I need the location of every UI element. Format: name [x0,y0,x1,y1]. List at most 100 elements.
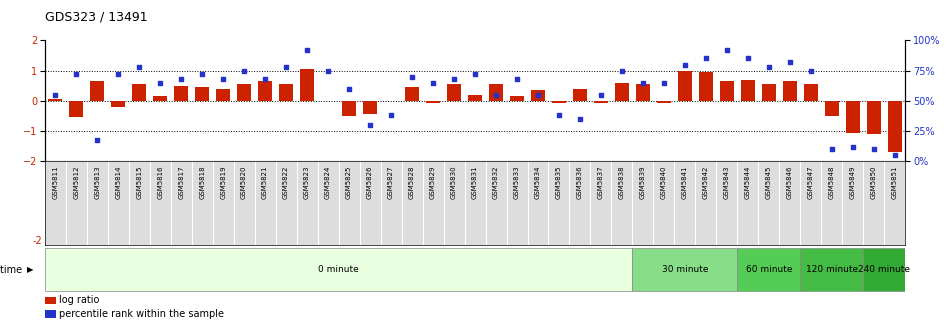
Point [279,64,294,70]
FancyBboxPatch shape [737,248,801,291]
Bar [132,84,146,101]
Point [614,68,630,73]
Bar [363,101,377,114]
Point [320,68,336,73]
Bar [804,84,818,101]
Text: GSM5826: GSM5826 [367,166,373,199]
Text: GSM5812: GSM5812 [73,166,79,199]
Bar [510,96,524,101]
Text: GSM5832: GSM5832 [493,166,499,199]
Text: time: time [0,265,26,275]
Bar [762,84,776,101]
Text: GSM5824: GSM5824 [325,166,331,199]
Text: GSM5814: GSM5814 [115,166,121,199]
Text: GSM5847: GSM5847 [808,166,814,199]
Text: GSM5850: GSM5850 [871,166,877,199]
Point [510,76,525,82]
Text: GSM5828: GSM5828 [409,166,415,199]
Point [48,92,63,97]
Text: GSM5841: GSM5841 [682,166,688,199]
Text: GSM5840: GSM5840 [661,166,667,199]
Bar [216,89,230,101]
Point [152,80,167,85]
Point [341,86,357,91]
Bar [153,96,167,101]
Point [887,153,902,158]
Bar [573,89,587,101]
Text: GSM5827: GSM5827 [388,166,394,199]
Bar [825,101,839,116]
Text: GSM5813: GSM5813 [94,166,100,199]
Point [110,72,126,77]
Text: percentile rank within the sample: percentile rank within the sample [59,309,224,319]
Text: 30 minute: 30 minute [662,265,708,274]
Text: GSM5831: GSM5831 [472,166,478,199]
Bar [405,87,418,101]
Bar [280,84,293,101]
FancyBboxPatch shape [632,248,737,291]
Bar [594,101,608,103]
Text: GSM5842: GSM5842 [703,166,708,199]
Text: GSM5833: GSM5833 [514,166,520,199]
Bar [741,80,755,101]
Text: GSM5844: GSM5844 [745,166,751,199]
Text: GSM5835: GSM5835 [556,166,562,199]
Point [804,68,819,73]
Bar [111,101,125,108]
Bar [553,101,566,103]
Point [362,122,378,128]
Point [845,144,861,150]
Point [762,64,777,70]
Bar [468,95,482,101]
Bar [720,81,734,101]
Point [468,72,483,77]
Text: GSM5825: GSM5825 [346,166,352,199]
Text: GSM5829: GSM5829 [430,166,437,199]
Bar [259,81,272,101]
Text: ▶: ▶ [27,265,33,274]
Text: 0 minute: 0 minute [319,265,359,274]
Text: GSM5845: GSM5845 [766,166,772,199]
Point [740,56,755,61]
Point [825,146,840,152]
Text: GSM5822: GSM5822 [283,166,289,199]
Point [866,146,882,152]
Bar [867,101,881,134]
Point [573,116,588,122]
Point [383,113,398,118]
Point [173,76,188,82]
Bar [426,101,440,103]
Bar [615,83,629,101]
Bar [238,84,251,101]
Point [216,76,231,82]
Point [635,80,650,85]
Text: GSM5851: GSM5851 [892,166,898,199]
Bar [846,101,860,133]
Text: GSM5817: GSM5817 [178,166,184,199]
Point [489,92,504,97]
Bar [783,81,797,101]
Point [89,137,105,142]
Text: GSM5815: GSM5815 [136,166,142,199]
Text: GSM5834: GSM5834 [535,166,541,199]
Text: GSM5830: GSM5830 [451,166,457,199]
Bar [657,101,670,103]
Point [68,72,84,77]
Text: 120 minute: 120 minute [805,265,858,274]
Point [719,47,734,53]
Text: GSM5819: GSM5819 [220,166,226,199]
Bar [447,84,461,101]
Bar [174,86,188,101]
Text: -2: -2 [32,236,42,246]
Text: log ratio: log ratio [59,295,99,305]
Point [404,74,419,79]
Text: GSM5846: GSM5846 [786,166,793,199]
Point [446,76,461,82]
Text: GSM5811: GSM5811 [52,166,58,199]
Point [698,56,713,61]
FancyBboxPatch shape [45,248,632,291]
Bar [678,71,691,101]
Text: GSM5821: GSM5821 [262,166,268,199]
Point [425,80,440,85]
Text: 60 minute: 60 minute [746,265,792,274]
